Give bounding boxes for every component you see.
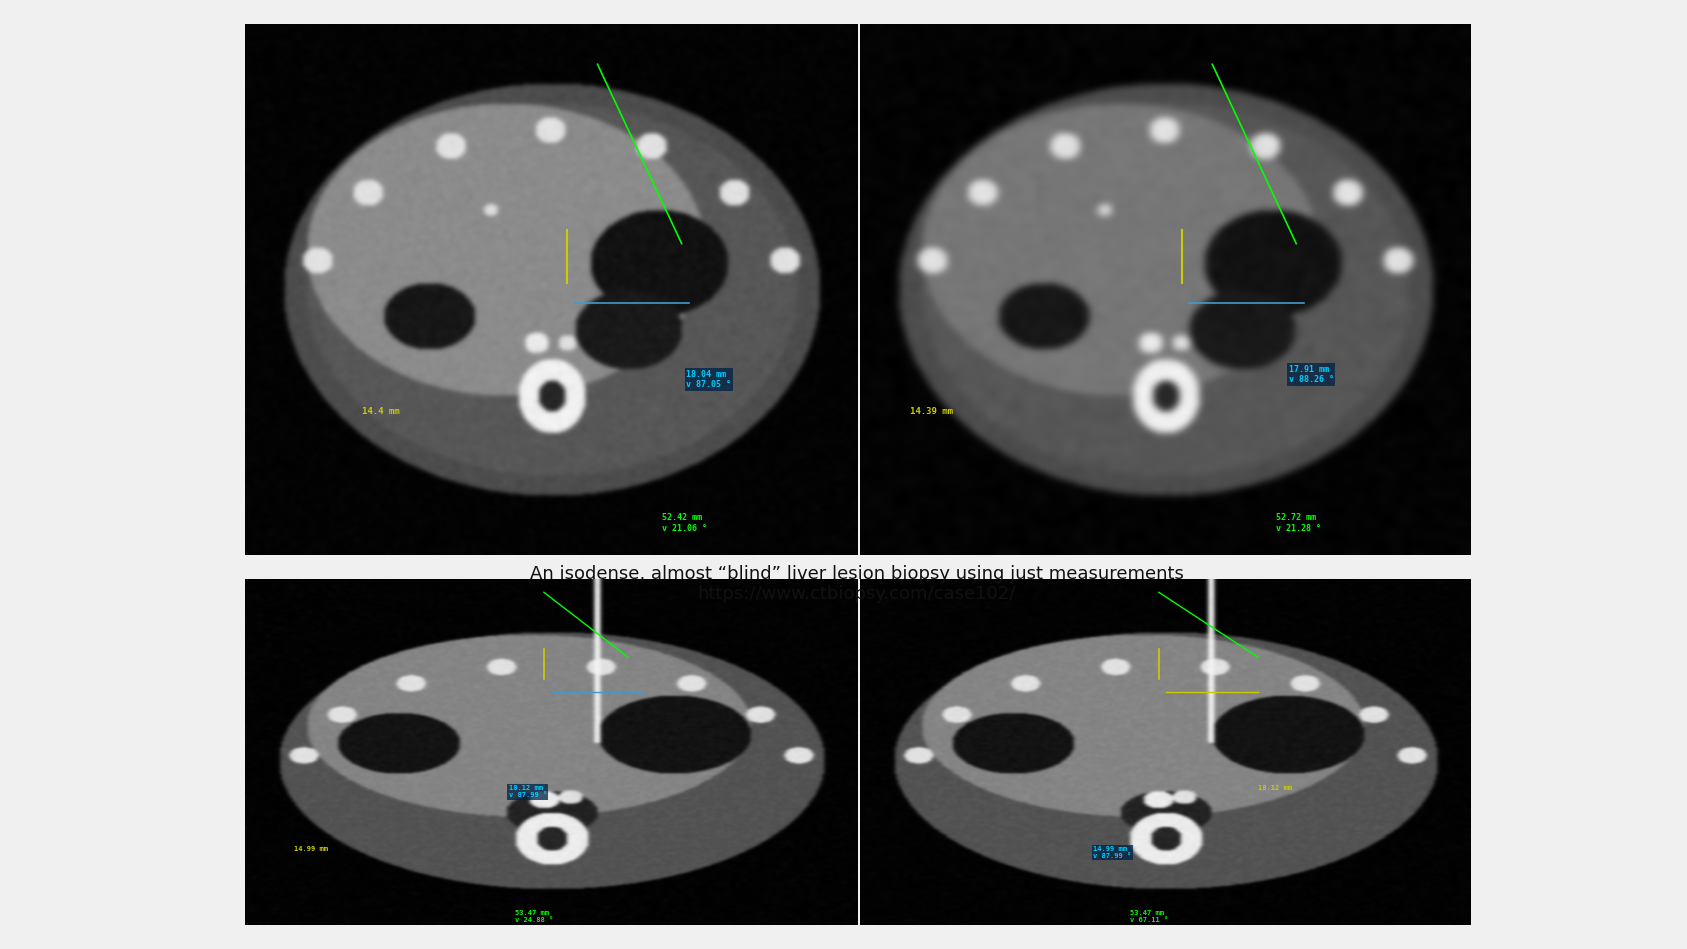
Text: 18.04 mm
v 87.05 °: 18.04 mm v 87.05 ° [687, 370, 730, 389]
Text: 18.12 mm: 18.12 mm [1259, 786, 1292, 791]
Text: 52.42 mm
v 21.06 °: 52.42 mm v 21.06 ° [661, 513, 707, 532]
Text: 14.4 mm: 14.4 mm [361, 407, 400, 416]
Text: 18.12 mm
v 87.99 °: 18.12 mm v 87.99 ° [509, 786, 547, 798]
Text: 17.91 mm
v 88.26 °: 17.91 mm v 88.26 ° [1289, 364, 1334, 384]
Text: 53.47 mm
v 67.11 °: 53.47 mm v 67.11 ° [1130, 910, 1167, 923]
Text: 53.47 mm
v 24.88 °: 53.47 mm v 24.88 ° [515, 910, 553, 923]
Text: An isodense, almost “blind” liver lesion biopsy using just measurements
https://: An isodense, almost “blind” liver lesion… [530, 565, 1184, 604]
Text: 14.99 mm: 14.99 mm [294, 847, 329, 852]
Text: 14.39 mm: 14.39 mm [909, 407, 953, 416]
Text: 14.99 mm
v 87.99 °: 14.99 mm v 87.99 ° [1093, 847, 1132, 859]
Text: 52.72 mm
v 21.28 °: 52.72 mm v 21.28 ° [1277, 513, 1321, 532]
